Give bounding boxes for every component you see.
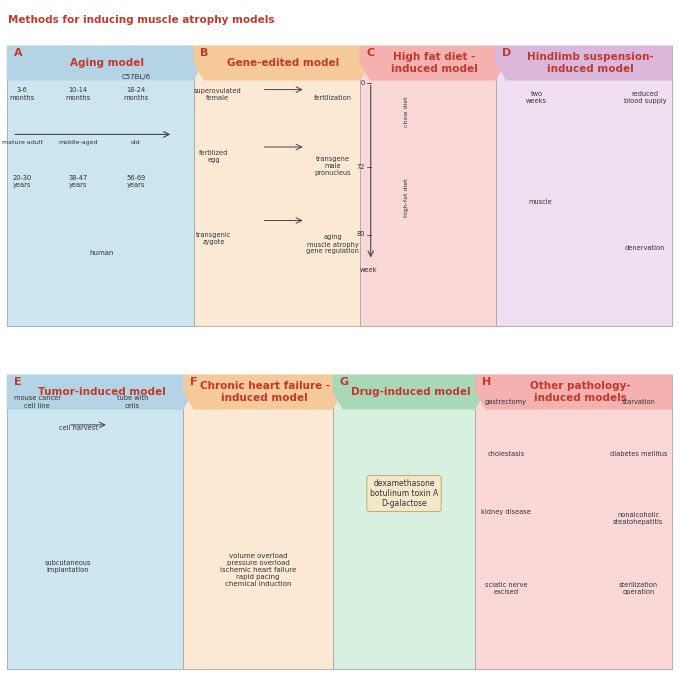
Bar — [496, 46, 672, 326]
Text: 10-14
months: 10-14 months — [65, 88, 91, 101]
Text: old: old — [131, 140, 141, 145]
Text: 18-24
months: 18-24 months — [123, 88, 149, 101]
Text: H: H — [482, 377, 492, 387]
Text: fertilized
egg: fertilized egg — [199, 150, 229, 163]
Bar — [183, 374, 333, 668]
Text: B: B — [200, 48, 208, 58]
Polygon shape — [333, 374, 485, 409]
Text: week: week — [359, 267, 377, 274]
Bar — [194, 46, 360, 326]
Text: aging
muscle atrophy
gene regulation: aging muscle atrophy gene regulation — [306, 234, 359, 255]
Bar — [7, 374, 183, 668]
Text: transgene
male
pronucleus: transgene male pronucleus — [314, 156, 351, 176]
Polygon shape — [7, 46, 204, 80]
Polygon shape — [496, 46, 672, 80]
Bar — [333, 374, 475, 668]
Text: Aging model: Aging model — [70, 58, 144, 68]
Bar — [475, 374, 672, 668]
Text: Drug-induced model: Drug-induced model — [351, 387, 471, 397]
Text: nonalcoholic
steatohepatitis: nonalcoholic steatohepatitis — [613, 512, 663, 526]
Text: Hindlimb suspension-
induced model: Hindlimb suspension- induced model — [528, 52, 654, 74]
Text: sterilization
operation: sterilization operation — [619, 582, 658, 596]
Text: G: G — [340, 377, 348, 387]
Text: E: E — [14, 377, 21, 387]
Text: transgenic
zygote: transgenic zygote — [196, 232, 232, 246]
Text: muscle: muscle — [528, 199, 551, 206]
Text: diabetes mellitus: diabetes mellitus — [610, 452, 667, 458]
Text: mouse cancer
cell line: mouse cancer cell line — [14, 395, 61, 409]
Text: cholestasis: cholestasis — [488, 452, 524, 458]
Text: C: C — [367, 48, 375, 58]
Text: starvation: starvation — [621, 399, 655, 405]
Text: human: human — [90, 250, 114, 256]
Text: C57BL/6: C57BL/6 — [122, 74, 150, 80]
Text: 38-47
years: 38-47 years — [69, 175, 88, 188]
Text: Methods for inducing muscle atrophy models: Methods for inducing muscle atrophy mode… — [8, 15, 274, 25]
Polygon shape — [7, 374, 194, 409]
Text: volume overload
pressure overload
ischemic heart failure
rapid pacing
chemical i: volume overload pressure overload ischem… — [220, 553, 296, 587]
Text: Tumor-induced model: Tumor-induced model — [38, 387, 166, 397]
Text: cell harvest: cell harvest — [58, 425, 98, 431]
Polygon shape — [475, 374, 672, 409]
Text: High fat diet -
induced model: High fat diet - induced model — [391, 52, 478, 74]
Polygon shape — [183, 374, 343, 409]
Text: gastrectomy: gastrectomy — [485, 399, 527, 405]
Bar — [360, 46, 496, 326]
Text: 72: 72 — [356, 164, 365, 169]
Text: dexamethasone
botulinum toxin A
D-galactose: dexamethasone botulinum toxin A D-galact… — [370, 479, 438, 508]
Text: F: F — [190, 377, 198, 387]
Text: 0: 0 — [361, 80, 365, 85]
Text: A: A — [14, 48, 22, 58]
Text: middle-aged: middle-aged — [58, 140, 98, 145]
Text: Chronic heart failure -
induced model: Chronic heart failure - induced model — [200, 382, 330, 402]
Text: high-fat diet: high-fat diet — [404, 178, 409, 217]
Text: fertilization: fertilization — [314, 94, 352, 101]
Text: 80: 80 — [356, 232, 365, 237]
Text: denervation: denervation — [625, 245, 665, 251]
Polygon shape — [360, 46, 506, 80]
Polygon shape — [194, 46, 370, 80]
Text: two
weeks: two weeks — [526, 91, 547, 104]
Text: Other pathology-
induced models: Other pathology- induced models — [530, 382, 631, 402]
Text: sciatic nerve
excised: sciatic nerve excised — [485, 582, 527, 596]
Text: D: D — [502, 48, 512, 58]
Text: 20-30
years: 20-30 years — [13, 175, 32, 188]
Text: tube with
cells: tube with cells — [117, 395, 148, 409]
Bar — [7, 46, 672, 326]
Text: mature adult: mature adult — [2, 140, 43, 145]
Bar — [7, 46, 194, 326]
Bar — [7, 374, 672, 668]
Text: kidney disease: kidney disease — [481, 509, 531, 515]
Text: chow diet: chow diet — [404, 97, 409, 127]
Text: 3-6
months: 3-6 months — [10, 88, 35, 101]
Text: Gene-edited model: Gene-edited model — [227, 58, 340, 68]
Text: reduced
blood supply: reduced blood supply — [624, 91, 666, 104]
Text: subcutaneous
implantation: subcutaneous implantation — [45, 560, 91, 573]
Text: superovulated
female: superovulated female — [194, 88, 241, 101]
Text: 56-69
years: 56-69 years — [126, 175, 145, 188]
